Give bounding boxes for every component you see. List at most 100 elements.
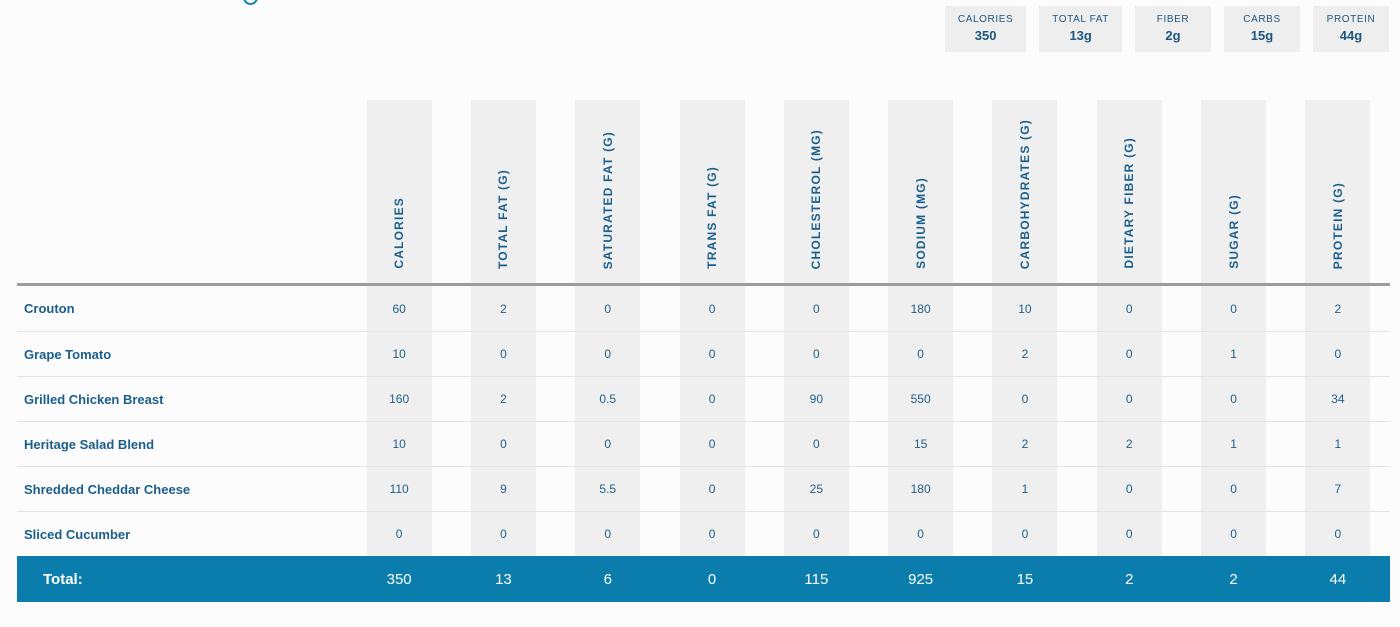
data-cell: 110 [347,467,451,511]
data-cell: 0 [1181,467,1285,511]
ingredient-name-link[interactable]: Shredded Cheddar Cheese [24,481,191,497]
data-cell: 0 [451,512,555,556]
cell-stripe: 1 [992,467,1058,511]
cell-value: 5.5 [599,482,617,496]
cell-value: 0 [500,527,507,541]
summary-badge-1: TOTAL FAT 13g [1039,6,1122,52]
badge-label: TOTAL FAT [1052,14,1109,25]
data-cell: 9 [451,467,555,511]
total-cell: 2 [1181,556,1285,602]
data-cell: 0 [660,332,764,376]
cell-value: 0 [1125,482,1133,496]
summary-badges: CALORIES 350 TOTAL FAT 13g FIBER 2g CARBS 15g PR… [0,0,1400,52]
data-cell: 0 [660,377,764,421]
cell-value: 2 [500,301,507,316]
table-row: Grape Tomato 10 0 0 0 0 0 2 0 1 0 [17,331,1390,376]
column-header-label: SATURATED FAT (G) [600,130,615,269]
cell-value: 180 [910,482,931,496]
cell-value: 0 [1230,301,1237,316]
cell-stripe: 2 [1096,422,1162,466]
data-cell: 180 [869,286,973,331]
badge-label: FIBER [1156,14,1190,25]
cell-value: 0 [708,347,716,361]
ingredient-name-link[interactable]: Grilled Chicken Breast [24,391,164,407]
cell-stripe: 0 [575,332,641,376]
column-header-label: SODIUM (MG) [913,177,928,269]
column-header-0: CALORIES [347,100,451,283]
data-cell: 0 [973,512,1077,556]
data-cell: 1 [973,467,1077,511]
cell-value: 2 [1334,301,1342,316]
column-header-1: TOTAL FAT (G) [451,100,555,283]
data-cell: 0 [764,332,868,376]
cell-stripe: 2 [470,377,536,421]
ingredient-name-link[interactable]: Sliced Cucumber [24,526,131,542]
column-stripe: DIETARY FIBER (G) [1096,100,1162,283]
cell-stripe: 0 [366,512,432,556]
cell-stripe: 0 [679,422,745,466]
cell-value: 0 [1021,392,1029,406]
column-header-label: CARBOHYDRATES (G) [1017,118,1032,269]
data-cell: 2 [973,422,1077,466]
data-cell: 0 [869,512,973,556]
cell-value: 9 [500,482,507,496]
column-header-label: PROTEIN (G) [1330,181,1345,269]
data-cell: 0 [764,512,868,556]
data-cell: 0 [1077,332,1181,376]
nutrition-calculator-page: CALORIES 350 TOTAL FAT 13g FIBER 2g CARBS 15g PR… [0,0,1400,602]
cell-stripe: 0 [1305,332,1371,376]
data-cell: 0 [1181,377,1285,421]
cell-stripe: 0 [1096,286,1162,331]
total-value: 115 [804,570,829,588]
ingredient-name-link[interactable]: Crouton [24,301,75,316]
cell-value: 1 [1334,437,1342,451]
cell-stripe: 2 [992,332,1058,376]
total-cell: 0 [660,556,764,602]
data-cell: 1 [1181,422,1285,466]
summary-badge-3: CARBS 15g [1224,6,1300,52]
cell-stripe: 0 [1305,512,1371,556]
cell-stripe: 9 [470,467,536,511]
data-cell: 0 [451,332,555,376]
cell-value: 2 [1125,437,1133,451]
data-cell: 0 [660,286,764,331]
total-stripe: 925 [888,556,953,602]
cell-value: 0 [500,347,507,361]
cell-value: 0 [604,301,612,316]
cell-stripe: 60 [366,286,432,331]
cell-value: 10 [392,437,406,451]
cell-stripe: 90 [783,377,849,421]
total-value: 6 [603,570,612,588]
cell-value: 0 [813,347,820,361]
cell-value: 0 [813,437,820,451]
column-stripe: SATURATED FAT (G) [575,100,641,283]
ingredient-name-link[interactable]: Grape Tomato [24,346,112,362]
column-stripe: CARBOHYDRATES (G) [992,100,1058,283]
total-stripe: 0 [680,556,745,602]
ingredient-name-link[interactable]: Heritage Salad Blend [24,436,155,452]
cell-value: 0 [1125,392,1133,406]
data-cell: 10 [347,422,451,466]
total-cell: 13 [451,556,555,602]
data-cell: 0 [1286,332,1390,376]
cell-stripe: 180 [888,467,954,511]
cell-value: 0 [917,527,924,541]
column-stripe: SODIUM (MG) [888,100,954,283]
total-stripe: 350 [367,556,432,602]
cell-value: 180 [910,301,931,316]
cell-stripe: 0 [1096,512,1162,556]
cell-stripe: 0 [575,286,641,331]
cell-value: 2 [500,392,507,406]
total-cell: 350 [347,556,451,602]
cell-value: 1 [1021,482,1029,496]
data-cell: 10 [973,286,1077,331]
total-stripe: 15 [992,556,1057,602]
cell-stripe: 0 [1096,377,1162,421]
data-cell: 2 [451,377,555,421]
total-value: 2 [1125,570,1134,588]
column-header-label: TOTAL FAT (G) [496,168,511,269]
data-cell: 0 [347,512,451,556]
cell-stripe: 0 [783,286,849,331]
cell-value: 550 [910,392,931,406]
column-header-label: TRANS FAT (G) [705,166,720,269]
